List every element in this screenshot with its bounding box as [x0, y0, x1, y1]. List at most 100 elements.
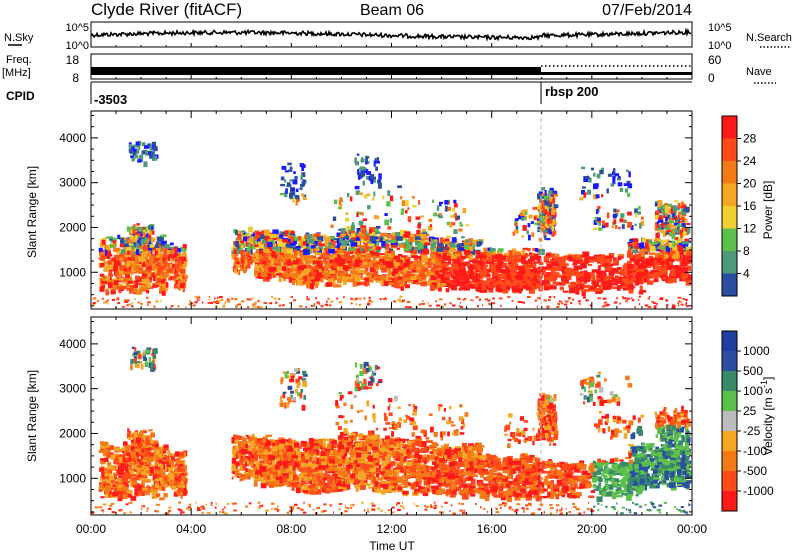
data-cell: [505, 286, 510, 290]
data-cell: [371, 244, 376, 250]
data-cell: [594, 288, 600, 292]
data-cell: [407, 216, 412, 223]
data-cell: [145, 262, 149, 267]
data-cell: [630, 244, 634, 249]
data-cell: [680, 216, 686, 221]
data-cell: [303, 164, 306, 168]
data-cell: [104, 457, 109, 462]
data-cell: [638, 303, 641, 306]
data-cell: [665, 304, 669, 307]
data-cell: [116, 486, 122, 491]
data-cell: [149, 244, 154, 248]
data-cell: [267, 255, 275, 261]
data-cell: [672, 277, 677, 283]
data-cell: [359, 234, 366, 240]
data-cell: [317, 248, 323, 251]
data-cell: [107, 445, 114, 451]
data-cell: [459, 224, 464, 227]
data-cell: [129, 289, 133, 294]
data-cell: [589, 304, 593, 307]
data-cell: [664, 230, 667, 237]
data-cell: [130, 251, 133, 258]
data-cell: [324, 260, 331, 266]
data-cell: [160, 299, 162, 302]
data-cell: [107, 283, 113, 287]
data-cell: [141, 287, 148, 291]
data-cell: [131, 266, 136, 272]
data-cell: [521, 254, 526, 261]
data-cell: [640, 216, 644, 220]
data-cell: [354, 256, 359, 259]
data-cell: [259, 306, 263, 309]
data-cell: [116, 274, 122, 278]
data-cell: [274, 262, 281, 266]
data-cell: [124, 486, 129, 492]
data-cell: [294, 176, 298, 180]
data-cell: [593, 227, 598, 230]
data-cell: [437, 287, 442, 292]
data-cell: [156, 254, 160, 259]
data-cell: [161, 254, 165, 257]
data-cell: [682, 218, 685, 222]
data-cell: [136, 289, 140, 296]
data-cell: [276, 234, 284, 240]
data-cell: [367, 243, 375, 247]
data-cell: [135, 279, 139, 286]
data-cell: [119, 454, 127, 459]
data-cell: [628, 243, 632, 247]
data-cell: [182, 244, 187, 249]
data-cell: [492, 275, 496, 279]
data-cell: [494, 282, 498, 287]
data-cell: [554, 256, 562, 260]
data-cell: [240, 259, 245, 263]
data-cell: [174, 283, 179, 289]
data-cell: [189, 300, 192, 303]
data-cell: [564, 269, 569, 272]
data-cell: [159, 255, 162, 262]
data-cell: [458, 276, 465, 283]
freq-tick-top: 18: [66, 53, 80, 67]
data-cell: [345, 217, 350, 222]
data-cell: [251, 254, 254, 260]
data-cell: [687, 227, 691, 234]
data-cell: [458, 274, 463, 277]
data-cell: [128, 261, 134, 266]
data-cell: [351, 222, 355, 226]
data-cell: [126, 304, 129, 307]
data-cell: [119, 253, 126, 259]
data-cell: [355, 303, 358, 306]
data-cell: [100, 250, 105, 256]
data-cell: [122, 472, 128, 478]
data-cell: [408, 237, 414, 242]
data-cell: [292, 197, 295, 203]
data-cell: [146, 296, 149, 299]
data-cell: [647, 297, 650, 300]
data-cell: [605, 258, 612, 263]
data-cell: [126, 260, 130, 267]
data-cell: [182, 287, 185, 293]
data-cell: [92, 302, 96, 304]
data-cell: [356, 245, 360, 248]
data-cell: [162, 247, 165, 251]
data-cell: [496, 256, 500, 261]
data-cell: [553, 296, 556, 299]
data-cell: [160, 240, 167, 244]
data-cell: [497, 253, 503, 256]
data-cell: [387, 190, 391, 196]
data-cell: [141, 226, 146, 230]
data-cell: [437, 242, 443, 248]
data-cell: [439, 298, 443, 301]
data-cell: [423, 248, 428, 252]
data-cell: [235, 305, 238, 308]
data-cell: [224, 301, 226, 304]
data-cell: [110, 454, 116, 461]
data-cell: [161, 244, 166, 248]
data-cell: [654, 203, 660, 206]
data-cell: [275, 233, 280, 239]
data-cell: [239, 246, 243, 253]
data-cell: [677, 214, 681, 219]
data-cell: [581, 166, 586, 170]
data-cell: [645, 259, 652, 263]
data-cell: [391, 245, 397, 248]
data-cell: [581, 290, 586, 297]
